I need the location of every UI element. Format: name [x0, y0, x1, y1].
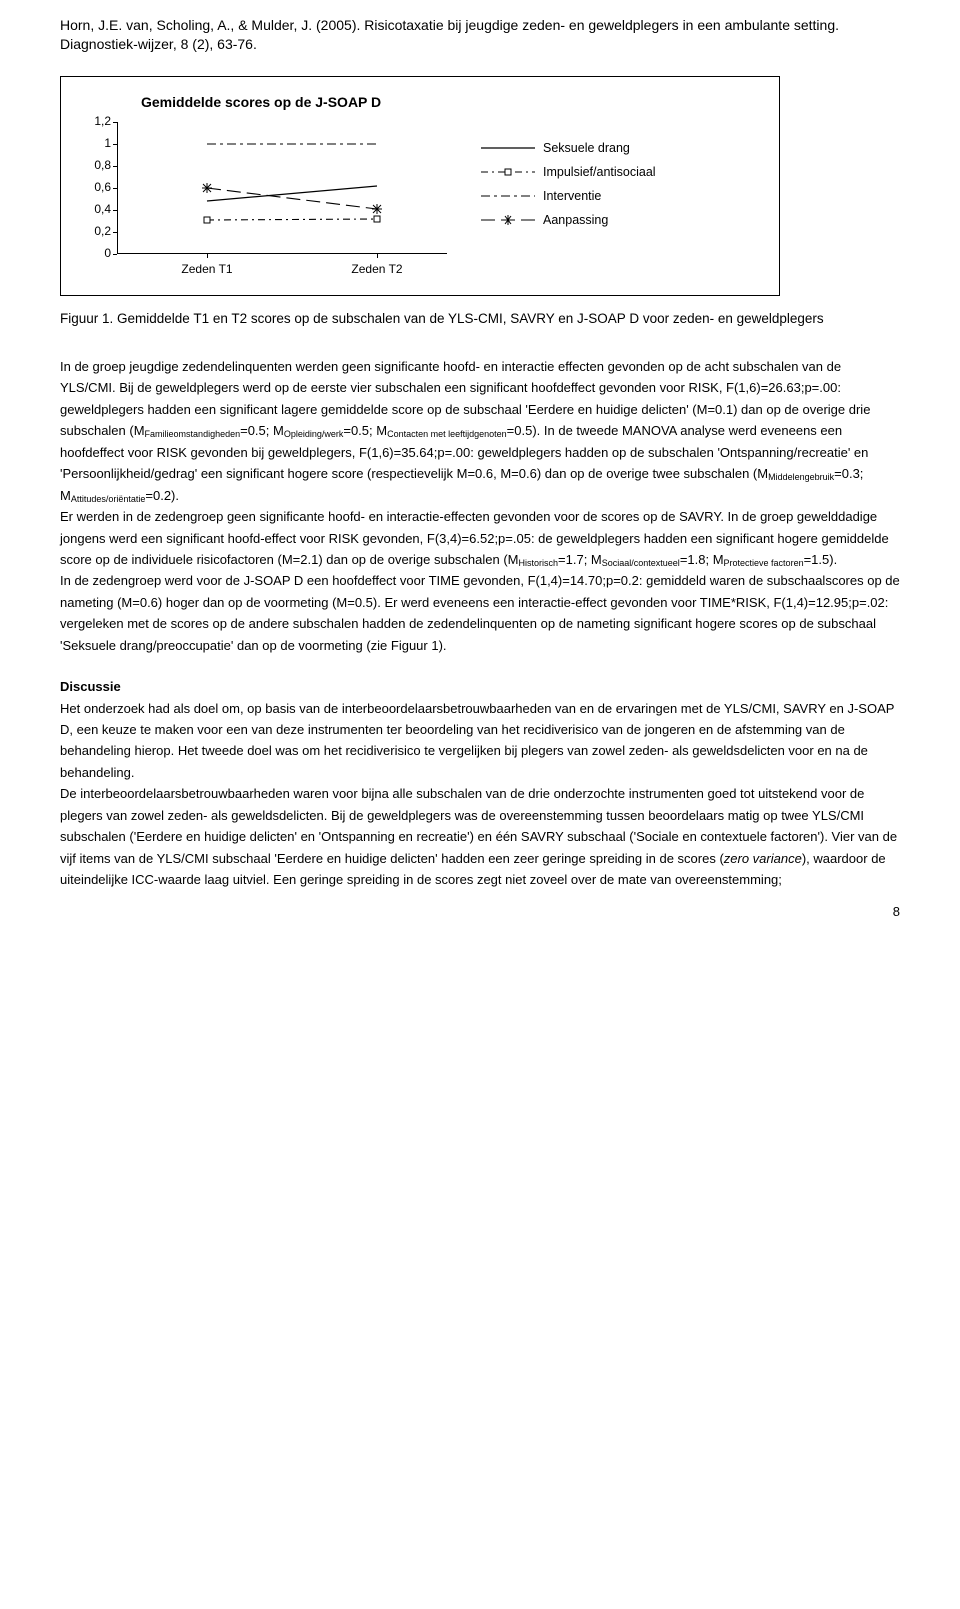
xtick-mark	[377, 254, 378, 258]
legend-label: Seksuele drang	[543, 138, 630, 159]
legend-item: Impulsief/antisociaal	[481, 164, 656, 180]
xtick-label: Zeden T2	[351, 260, 402, 280]
legend-label: Aanpassing	[543, 210, 608, 231]
paragraph: In de zedengroep werd voor de J-SOAP D e…	[60, 570, 900, 656]
paragraph: De interbeoordelaarsbetrouwbaarheden war…	[60, 783, 900, 890]
section-heading: Discussie	[60, 676, 900, 697]
legend-line-icon	[481, 141, 535, 155]
chart-container: Gemiddelde scores op de J-SOAP D	[60, 76, 780, 296]
marker-square	[374, 216, 380, 222]
xtick-mark	[207, 254, 208, 258]
marker-star	[372, 204, 382, 214]
ytick-label: 0,4	[81, 200, 111, 220]
body-text: In de groep jeugdige zedendelinquenten w…	[60, 356, 900, 891]
legend-item: Aanpassing	[481, 212, 656, 228]
xtick-label: Zeden T1	[181, 260, 232, 280]
ytick-mark	[113, 188, 117, 189]
ytick-mark	[113, 232, 117, 233]
legend-label: Interventie	[543, 186, 601, 207]
legend-line-icon	[481, 189, 535, 203]
ytick-label: 1	[81, 134, 111, 154]
legend-line-icon	[481, 165, 535, 179]
legend-line-icon	[481, 213, 535, 227]
x-axis	[117, 253, 447, 254]
ytick-label: 0,2	[81, 222, 111, 242]
legend-item: Seksuele drang	[481, 140, 656, 156]
paragraph: Het onderzoek had als doel om, op basis …	[60, 698, 900, 784]
series-impulsief	[207, 219, 377, 220]
ytick-mark	[113, 144, 117, 145]
paragraph: In de groep jeugdige zedendelinquenten w…	[60, 356, 900, 506]
legend-label: Impulsief/antisociaal	[543, 162, 656, 183]
chart-svg	[117, 122, 447, 254]
ytick-mark	[113, 122, 117, 123]
ytick-mark	[113, 166, 117, 167]
legend-item: Interventie	[481, 188, 656, 204]
ytick-label: 0	[81, 244, 111, 264]
ytick-mark	[113, 210, 117, 211]
ytick-label: 0,6	[81, 178, 111, 198]
chart-title: Gemiddelde scores op de J-SOAP D	[141, 91, 769, 114]
page-number: 8	[60, 901, 900, 922]
chart-plot-area: 0 0,2 0,4 0,6 0,8 1 1,2 Zeden T1 Zeden T…	[81, 122, 461, 282]
ytick-mark	[113, 254, 117, 255]
ytick-label: 0,8	[81, 156, 111, 176]
chart-legend: Seksuele drang Impulsief/antisociaal Int…	[481, 122, 656, 282]
figure-caption: Figuur 1. Gemiddelde T1 en T2 scores op …	[60, 310, 900, 328]
paragraph: Er werden in de zedengroep geen signific…	[60, 506, 900, 570]
marker-star	[202, 183, 212, 193]
y-axis	[117, 122, 118, 254]
header-citation: Horn, J.E. van, Scholing, A., & Mulder, …	[60, 16, 900, 54]
marker-square	[204, 217, 210, 223]
ytick-label: 1,2	[81, 112, 111, 132]
